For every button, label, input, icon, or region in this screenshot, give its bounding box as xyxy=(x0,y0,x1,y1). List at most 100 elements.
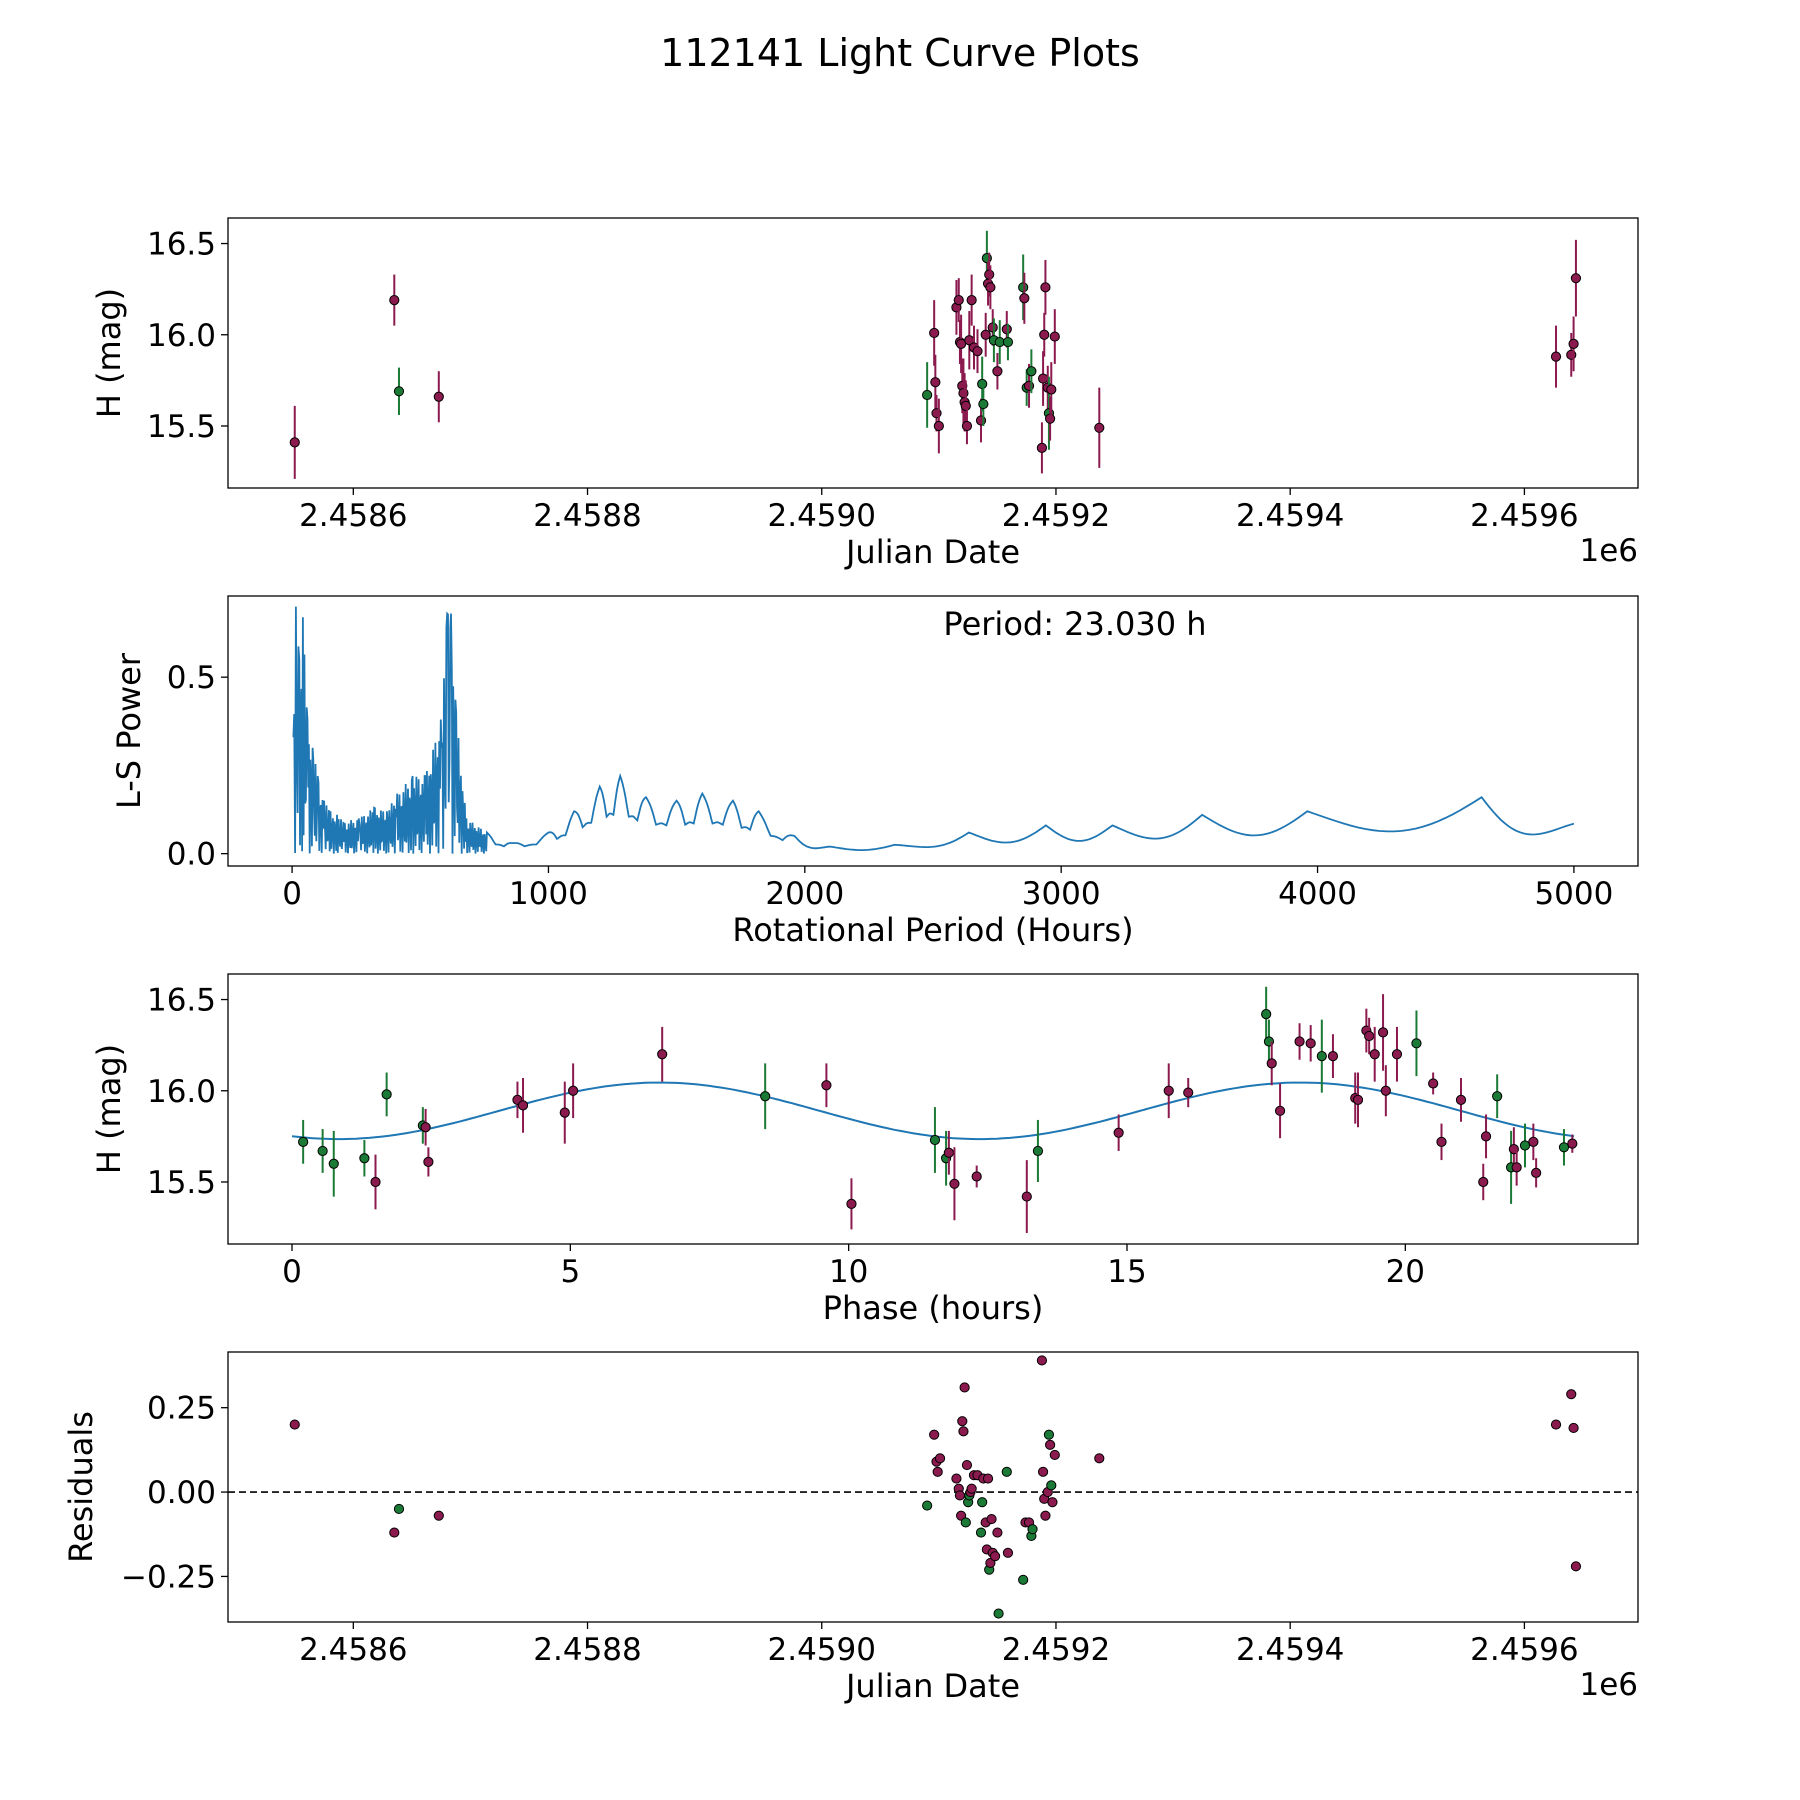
data-point xyxy=(1327,1050,1339,1062)
data-point xyxy=(961,420,973,432)
data-point xyxy=(1566,1389,1577,1400)
data-point xyxy=(298,1136,309,1147)
x-offset-label: 1e6 xyxy=(1579,533,1638,569)
data-point xyxy=(933,420,944,432)
data-point xyxy=(1027,1524,1038,1535)
data-point xyxy=(393,386,405,397)
data-point xyxy=(1001,324,1012,335)
data-point xyxy=(517,1100,529,1111)
data-point xyxy=(568,1085,579,1096)
y-axis-label: H (mag) xyxy=(90,288,128,418)
data-point xyxy=(389,1527,400,1538)
data-point xyxy=(1094,422,1105,433)
data-point xyxy=(1261,1009,1272,1020)
data-point xyxy=(949,1178,960,1189)
x-tick-label: 2.4590 xyxy=(768,1632,876,1668)
x-tick-label: 20 xyxy=(1386,1254,1425,1290)
x-tick-label: 2.4594 xyxy=(1236,1632,1344,1668)
data-point xyxy=(1369,1049,1380,1060)
data-point xyxy=(951,1473,962,1484)
data-point xyxy=(1049,331,1060,342)
data-point xyxy=(980,329,991,340)
data-point xyxy=(1039,329,1050,340)
data-point xyxy=(1018,282,1029,293)
data-point xyxy=(1019,293,1030,304)
data-point xyxy=(1316,1050,1327,1062)
x-axis-label: Phase (hours) xyxy=(823,1289,1044,1327)
data-point xyxy=(986,1513,997,1525)
data-point xyxy=(1045,1439,1056,1450)
data-point xyxy=(1046,1480,1057,1491)
panel-phase: 0 5 10 15 20 15.5 16.0 16.5 Phase (hours) H (mag) xyxy=(90,973,1639,1327)
x-tick-label: 3000 xyxy=(1022,876,1101,912)
data-point xyxy=(982,1473,994,1484)
data-point xyxy=(1511,1162,1522,1173)
data-point xyxy=(1436,1136,1447,1147)
panel-lc: 2.4586 2.4588 2.4590 2.4592 2.4594 2.4596 15.5… xyxy=(90,217,1639,571)
data-point xyxy=(960,1517,971,1528)
data-point xyxy=(1040,1510,1051,1521)
data-point xyxy=(953,294,964,306)
data-point xyxy=(1047,1497,1058,1508)
panel-resid: 2.4586 2.4588 2.4590 2.4592 2.4594 2.4596 −0.2… xyxy=(62,1351,1639,1705)
data-point xyxy=(359,1153,370,1164)
data-point xyxy=(1568,338,1579,349)
data-point xyxy=(929,1134,941,1146)
data-point xyxy=(1492,1091,1503,1102)
x-tick-label: 10 xyxy=(829,1254,868,1290)
x-tick-label: 2.4590 xyxy=(768,498,876,534)
data-point xyxy=(929,327,940,339)
data-point xyxy=(960,400,971,412)
x-axis-label: Julian Date xyxy=(844,1667,1020,1705)
x-offset-label: 1e6 xyxy=(1579,1667,1638,1703)
x-tick-label: 0 xyxy=(282,1254,302,1290)
y-tick-label: 0.00 xyxy=(147,1475,216,1511)
period-annotation: Period: 23.030 h xyxy=(943,605,1206,643)
data-point xyxy=(846,1198,857,1209)
data-point xyxy=(954,1490,966,1501)
data-point xyxy=(1036,442,1048,453)
data-point xyxy=(922,1500,933,1511)
data-point xyxy=(381,1089,392,1100)
data-point xyxy=(989,1551,1001,1562)
data-point xyxy=(1377,1027,1389,1038)
data-point xyxy=(934,1453,946,1464)
data-point xyxy=(1040,282,1051,293)
data-point xyxy=(1478,1176,1489,1188)
data-point xyxy=(922,389,933,401)
data-point xyxy=(966,294,977,306)
data-point xyxy=(977,1497,988,1508)
y-tick-label: 15.5 xyxy=(147,409,216,445)
x-axis-label: Julian Date xyxy=(844,533,1020,571)
data-point xyxy=(657,1049,668,1060)
data-point xyxy=(1018,1574,1029,1585)
x-tick-label: 2.4586 xyxy=(299,1632,407,1668)
x-tick-label: 2.4596 xyxy=(1470,1632,1578,1668)
y-tick-label: 16.0 xyxy=(147,1074,216,1110)
y-tick-label: 15.5 xyxy=(147,1165,216,1201)
data-point xyxy=(389,294,400,306)
data-point xyxy=(1570,273,1582,284)
data-point xyxy=(959,1382,970,1393)
data-point xyxy=(1364,1030,1375,1042)
data-point xyxy=(975,1527,987,1538)
data-point xyxy=(1550,351,1562,362)
y-axis-label: H (mag) xyxy=(90,1044,128,1174)
y-tick-label: 0.5 xyxy=(167,660,216,696)
y-axis-label: Residuals xyxy=(62,1411,100,1563)
data-point xyxy=(1046,384,1057,395)
data-point xyxy=(1568,1422,1579,1434)
data-point xyxy=(1026,366,1037,377)
data-point xyxy=(958,1426,969,1437)
x-tick-label: 0 xyxy=(282,876,302,912)
y-axis-label: L-S Power xyxy=(110,652,148,809)
data-point xyxy=(1428,1078,1439,1089)
data-point xyxy=(760,1091,771,1102)
data-point xyxy=(1570,1561,1582,1572)
data-point xyxy=(1094,1453,1105,1464)
data-point xyxy=(943,1147,954,1158)
data-point xyxy=(821,1080,832,1091)
figure-title: 112141 Light Curve Plots xyxy=(660,31,1140,75)
data-point xyxy=(930,377,941,388)
data-point xyxy=(1305,1038,1316,1049)
